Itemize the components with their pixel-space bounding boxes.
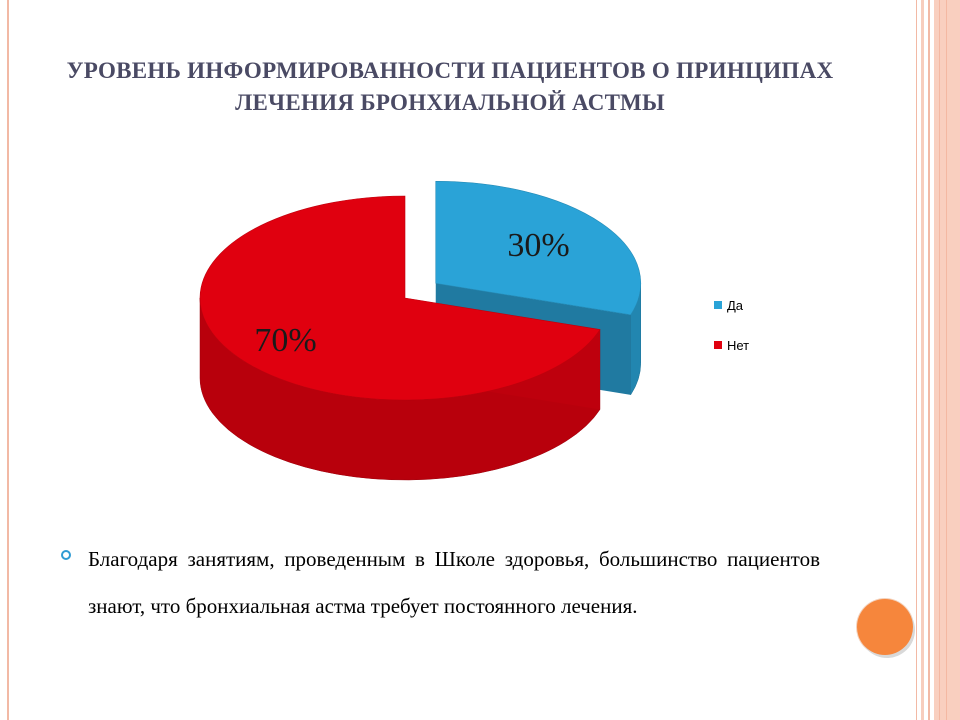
pie-top-face bbox=[199, 195, 601, 401]
slide-title: УРОВЕНЬ ИНФОРМИРОВАННОСТИ ПАЦИЕНТОВ О ПР… bbox=[66, 58, 834, 115]
pie-data-label: 70% bbox=[254, 322, 316, 359]
pie-top-face bbox=[435, 180, 641, 316]
legend-label: Да bbox=[727, 298, 744, 313]
chart-legend: Да Нет bbox=[714, 298, 749, 353]
pie-data-label: 30% bbox=[507, 227, 569, 264]
legend-swatch bbox=[714, 341, 722, 349]
orange-circle-icon bbox=[857, 599, 913, 655]
legend-swatch bbox=[714, 301, 722, 309]
pie-slice-no: 70% bbox=[199, 195, 601, 481]
frame-right-stripes bbox=[916, 0, 960, 720]
legend-label: Нет bbox=[727, 338, 749, 353]
circle-bullet-icon bbox=[61, 550, 71, 560]
body-paragraph: Благодаря занятиям, проведенным в Школе … bbox=[88, 547, 820, 618]
frame-left-line bbox=[7, 0, 9, 720]
pie-layer: 30% 70% bbox=[199, 180, 641, 481]
